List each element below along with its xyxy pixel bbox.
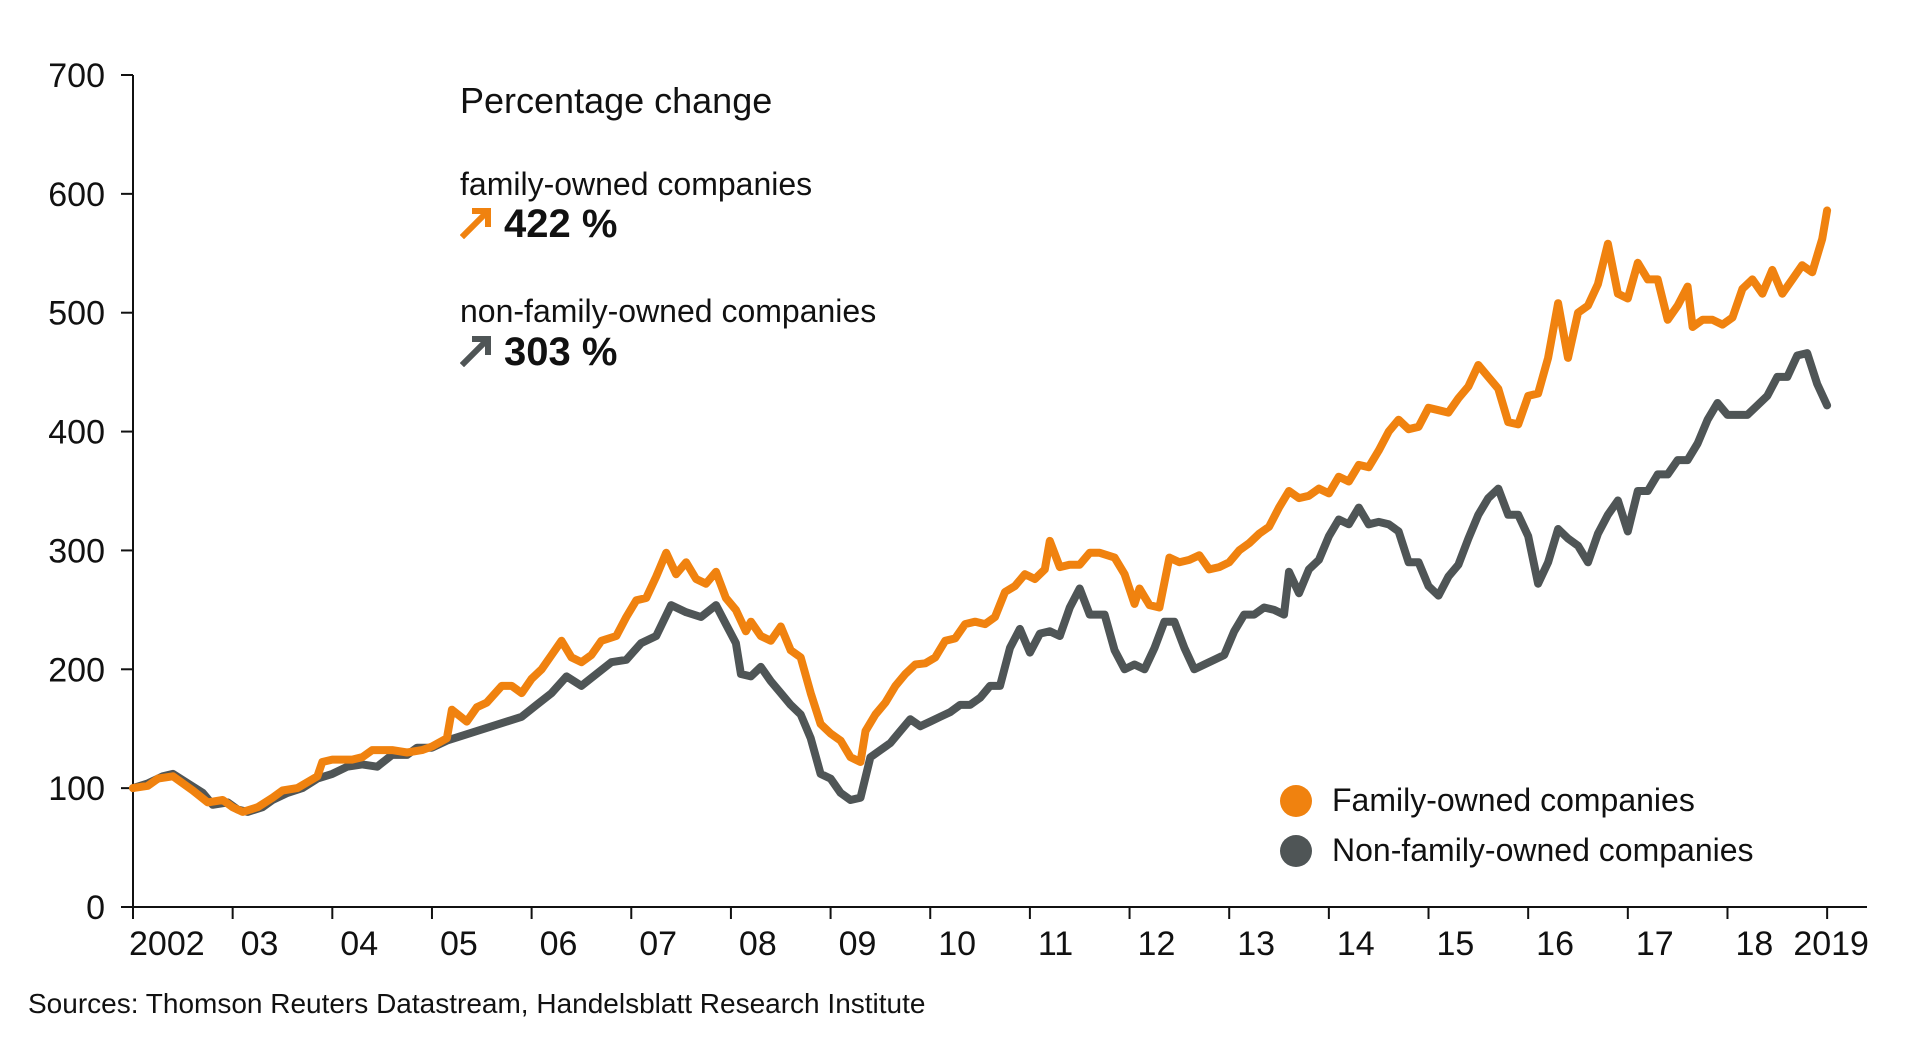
y-tick-label: 0: [86, 889, 105, 927]
nonfamily-annotation: 303 %: [459, 330, 618, 375]
arrow-up-right-icon: [459, 333, 494, 372]
x-tick-label: 07: [639, 925, 677, 963]
x-tick-label: 11: [1038, 925, 1073, 963]
legend-item-family: Family-owned companies: [1280, 782, 1695, 819]
x-tick-label: 03: [241, 925, 279, 963]
y-tick-label: 300: [48, 532, 105, 570]
x-tick-label: 04: [340, 925, 378, 963]
x-tick-label: 16: [1536, 925, 1574, 963]
x-tick-label: 10: [938, 925, 976, 963]
x-tick-label: 12: [1138, 925, 1176, 963]
x-tick-label: 15: [1437, 925, 1475, 963]
y-tick-label: 500: [48, 295, 105, 333]
y-tick-label: 600: [48, 176, 105, 214]
family-annotation: 422 %: [459, 202, 618, 247]
x-tick-label: 14: [1337, 925, 1375, 963]
nonfamily-annotation-value: 303 %: [504, 330, 618, 374]
x-tick-label: 18: [1735, 925, 1773, 963]
x-tick-label: 2002: [129, 925, 205, 963]
family-annotation-value: 422 %: [504, 202, 618, 246]
series-line-family: [129, 206, 1832, 816]
legend-dot-nonfamily: [1280, 834, 1312, 867]
y-tick-label: 700: [48, 57, 105, 95]
y-tick-label: 400: [48, 414, 105, 452]
x-tick-label: 13: [1237, 925, 1275, 963]
legend-dot-family: [1280, 784, 1312, 817]
source-note: Sources: Thomson Reuters Datastream, Han…: [28, 988, 926, 1019]
annotation-title: Percentage change: [460, 80, 773, 121]
legend-label-family: Family-owned companies: [1332, 782, 1695, 818]
legend-item-nonfamily: Non-family-owned companies: [1280, 832, 1754, 869]
y-tick-label: 200: [48, 651, 105, 689]
series-line-nonfamily: [129, 349, 1832, 816]
axes: [121, 74, 1867, 919]
x-tick-label: 06: [540, 925, 578, 963]
x-tick-label: 05: [440, 925, 478, 963]
series-layer: [129, 206, 1832, 816]
legend-label-nonfamily: Non-family-owned companies: [1332, 832, 1754, 868]
x-tick-label: 08: [739, 925, 777, 963]
tick-labels: 0 100 200 300 400 500 600 700 2002 03 04 05 06 07 08 09…: [48, 57, 1869, 963]
x-tick-label: 2019: [1793, 925, 1869, 963]
x-tick-label: 09: [839, 925, 877, 963]
arrow-up-right-icon: [459, 205, 494, 244]
x-tick-label: 17: [1636, 925, 1674, 963]
nonfamily-annotation-label: non-family-owned companies: [460, 293, 877, 329]
y-tick-label: 100: [48, 770, 105, 808]
family-annotation-label: family-owned companies: [460, 166, 813, 202]
